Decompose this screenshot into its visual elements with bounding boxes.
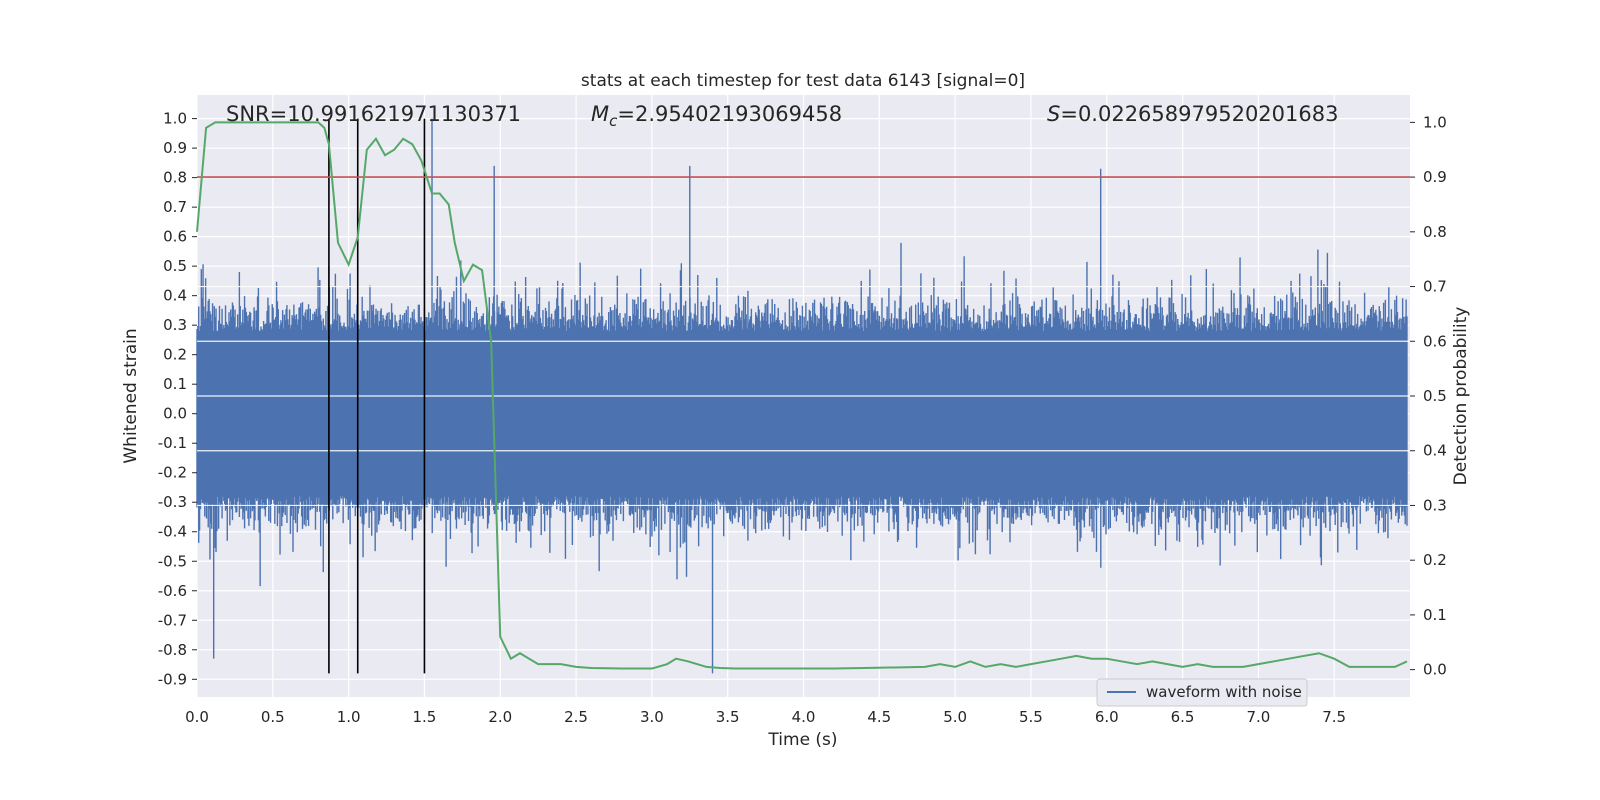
- x-tick-label: 6.5: [1171, 708, 1195, 726]
- x-tick-label: 1.5: [413, 708, 437, 726]
- y-axis-label: Whitened strain: [121, 328, 141, 463]
- x-tick-label: 0.5: [261, 708, 285, 726]
- event-lines: [328, 118, 426, 674]
- y-tick-label: 0.2: [163, 346, 187, 364]
- y-tick-label: 0.1: [163, 375, 187, 393]
- chirp-mass-subscript: c: [609, 112, 618, 130]
- right-y-axis-label: Detection probability: [1451, 307, 1471, 486]
- y-tick-label: 0.9: [163, 139, 187, 157]
- y-tick-label: 0.8: [163, 169, 187, 187]
- x-tick-label: 5.0: [943, 708, 967, 726]
- right-y-tick-label: 1.0: [1423, 113, 1447, 131]
- x-tick-label: 7.0: [1246, 708, 1270, 726]
- y-tick-label: -0.3: [158, 493, 187, 511]
- x-tick-label: 2.5: [564, 708, 588, 726]
- y-tick-label: 0.5: [163, 257, 187, 275]
- right-y-tick-label: 0.9: [1423, 168, 1447, 186]
- right-y-tick-label: 0.0: [1423, 661, 1447, 679]
- grid-overlay: [197, 285, 1410, 507]
- x-tick-label: 3.5: [716, 708, 740, 726]
- detection-probability-line: [196, 121, 1408, 670]
- right-y-tick-labels: 0.0 0.1 0.2 0.3 0.4 0.5 0.6 0.7 0.8 0.9 1.0: [1410, 113, 1447, 679]
- x-tick-label: 3.0: [640, 708, 664, 726]
- x-tick-label: 0.0: [185, 708, 209, 726]
- y-tick-label: -0.5: [158, 552, 187, 570]
- y-tick-label: -0.6: [158, 582, 187, 600]
- y-tick-label: -0.9: [158, 670, 187, 688]
- right-y-tick-label: 0.8: [1423, 223, 1447, 241]
- right-y-tick-label: 0.3: [1423, 496, 1447, 514]
- right-y-tick-label: 0.5: [1423, 387, 1447, 405]
- x-tick-label: 4.5: [867, 708, 891, 726]
- y-tick-label: 0.7: [163, 198, 187, 216]
- y-tick-label: -0.1: [158, 434, 187, 452]
- probability-series: [196, 121, 1408, 670]
- chart-title: stats at each timestep for test data 614…: [581, 71, 1025, 91]
- y-tick-labels: -0.9 -0.8 -0.7 -0.6 -0.5 -0.4 -0.3 -0.2 -0.1 0.0 0…: [158, 110, 197, 688]
- x-tick-labels: 0.0 0.5 1.0 1.5 2.0 2.5 3.0 3.5 4.0 4.5 5.0 5.5 6.0 6…: [185, 708, 1346, 726]
- s-statistic-annotation: S=0.022658979520201683: [1047, 102, 1338, 126]
- y-tick-label: -0.7: [158, 611, 187, 629]
- snr-annotation: SNR=10.991621971130371: [226, 102, 521, 126]
- x-axis-label: Time (s): [767, 730, 837, 750]
- x-tick-label: 2.0: [488, 708, 512, 726]
- x-tick-label: 6.0: [1095, 708, 1119, 726]
- y-tick-label: -0.8: [158, 641, 187, 659]
- legend-box: [1096, 678, 1308, 707]
- chirp-mass-value: =2.95402193069458: [617, 102, 842, 126]
- chirp-mass-annotation: Mc=2.95402193069458: [591, 102, 842, 130]
- y-tick-label: 0.6: [163, 228, 187, 246]
- right-y-tick-label: 0.6: [1423, 332, 1447, 350]
- right-y-tick-label: 0.2: [1423, 551, 1447, 569]
- y-tick-label: -0.2: [158, 464, 187, 482]
- y-tick-label: 0.4: [163, 287, 187, 305]
- waveform-line: [196, 118, 1408, 674]
- s-statistic-symbol: S: [1047, 102, 1060, 126]
- right-y-tick-label: 0.4: [1423, 442, 1447, 460]
- right-y-tick-label: 0.7: [1423, 278, 1447, 296]
- y-tick-label: -0.4: [158, 523, 187, 541]
- legend: waveform with noise: [1096, 678, 1308, 707]
- y-tick-label: 0.0: [163, 405, 187, 423]
- legend-label-waveform: waveform with noise: [1146, 683, 1302, 701]
- right-y-tick-label: 0.1: [1423, 606, 1447, 624]
- x-tick-label: 7.5: [1322, 708, 1346, 726]
- y-tick-label: 0.3: [163, 316, 187, 334]
- x-tick-label: 5.5: [1019, 708, 1043, 726]
- x-tick-label: 4.0: [792, 708, 816, 726]
- y-tick-label: 1.0: [163, 110, 187, 128]
- chirp-mass-symbol: M: [591, 102, 609, 126]
- waveform-series: [196, 118, 1408, 674]
- s-statistic-value: =0.022658979520201683: [1060, 102, 1338, 126]
- x-tick-label: 1.0: [337, 708, 361, 726]
